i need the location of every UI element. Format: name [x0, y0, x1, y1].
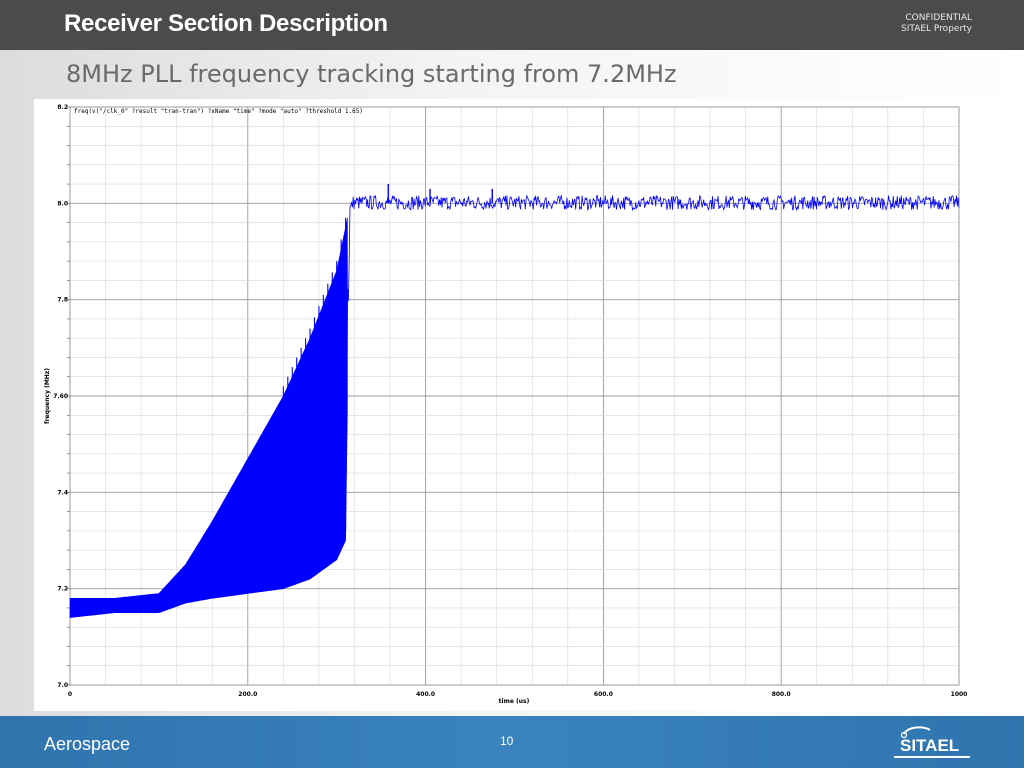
x-tick-label: 800.0	[772, 691, 791, 698]
confidential-notice: CONFIDENTIAL SITAEL Property	[852, 13, 972, 35]
slide-footer: Aerospace 10 SITAEL	[0, 716, 1024, 768]
property-label: SITAEL Property	[901, 24, 972, 34]
frequency-trace	[69, 194, 960, 618]
chart-panel: 0 200.0 400.0 600.0 800.0 1000 7.0 7.2 7.4 7.60 7.…	[34, 99, 997, 711]
x-tick-label: 200.0	[238, 691, 257, 698]
y-tick-label: 7.0	[57, 682, 68, 689]
frequency-chart: 0 200.0 400.0 600.0 800.0 1000 7.0 7.2 7.4 7.60 7.…	[44, 104, 967, 705]
page-number: 10	[500, 734, 514, 748]
chart-legend: freq(v("/clk_0" ?result "tran-tran") ?xN…	[74, 108, 363, 115]
y-tick-label: 7.8	[57, 297, 68, 304]
chart-plot-area	[69, 184, 960, 618]
chart-tick-labels: 0 200.0 400.0 600.0 800.0 1000 7.0 7.2 7.4 7.60 7.…	[53, 104, 967, 698]
x-tick-label: 400.0	[416, 691, 435, 698]
logo-wordmark: SITAEL	[900, 736, 959, 755]
y-tick-label: 8.0	[57, 200, 68, 207]
slide-title: Receiver Section Description	[64, 10, 388, 37]
logo-swoosh	[903, 726, 931, 735]
y-tick-label: 8.2	[57, 104, 68, 111]
y-tick-label: 7.4	[57, 489, 68, 496]
slide-subtitle: 8MHz PLL frequency tracking starting fro…	[66, 60, 677, 88]
y-tick-label: 7.60	[53, 393, 68, 400]
confidential-label: CONFIDENTIAL	[905, 13, 972, 23]
x-tick-label: 0	[68, 691, 72, 698]
y-axis-label: frequency (MHz)	[44, 368, 51, 424]
x-tick-label: 1000	[951, 691, 968, 698]
division-label: Aerospace	[44, 734, 131, 754]
frequency-oscillation-band	[69, 217, 348, 618]
x-axis-label: time (us)	[499, 698, 530, 705]
slide-header: Receiver Section Description CONFIDENTIA…	[0, 0, 1024, 50]
x-tick-label: 600.0	[594, 691, 613, 698]
sitael-logo: SITAEL	[894, 726, 970, 758]
logo-dot	[900, 731, 908, 739]
y-tick-label: 7.2	[57, 586, 68, 593]
